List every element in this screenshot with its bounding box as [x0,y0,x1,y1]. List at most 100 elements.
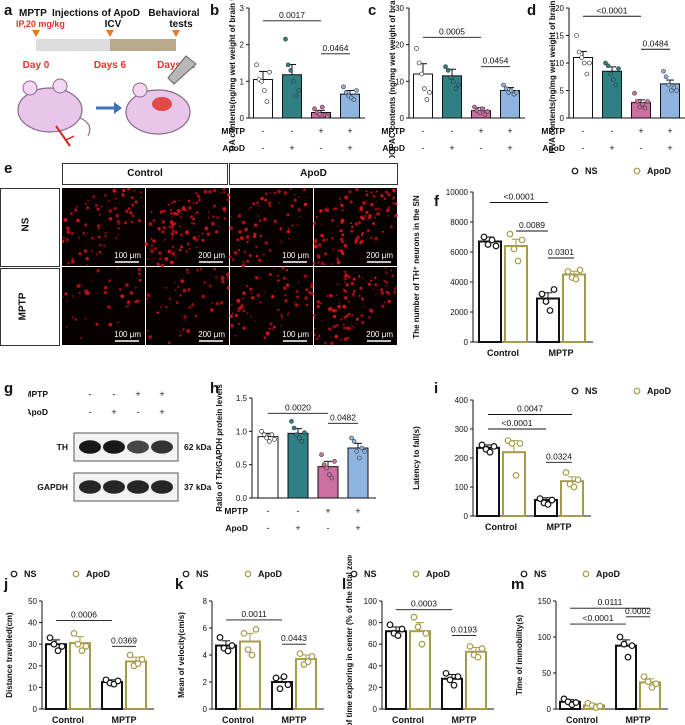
stained-neuron [125,283,129,287]
stained-neuron [259,234,263,238]
wb-treatment-sign: - [89,407,92,417]
data-point [240,629,248,637]
treatment-sign: + [347,143,352,153]
data-point [308,652,316,660]
stained-neuron [255,254,259,258]
data-point [514,90,519,95]
treatment-sign: - [297,506,300,516]
stained-neuron [385,267,387,269]
stained-neuron [342,254,344,256]
chart-th-gapdh-ratio: 0.0 0.5 1.0 1.5 Ratio of TH/GAPDH protein le… [215,384,376,533]
stained-neuron [65,238,69,242]
day6-arrow-icon [106,30,114,37]
group-label: MPTP [451,715,476,725]
data-point [482,112,488,117]
stained-neuron [303,274,308,279]
stained-neuron [114,197,117,200]
sig-bracket-1-label: 0.0006 [71,609,97,619]
stained-neuron [268,327,271,330]
stained-neuron [331,237,334,240]
y-tick-label: 1.5 [236,394,248,403]
stained-neuron [178,248,182,252]
stained-neuron [97,235,101,239]
stained-neuron [150,211,153,214]
stained-neuron [65,226,70,231]
wb-band-label: TH [57,442,68,452]
data-point [357,455,362,461]
stained-neuron [210,221,215,226]
stained-neuron [392,196,395,200]
stained-neuron [316,253,321,258]
y-tick-label: 0 [464,512,469,521]
stained-neuron [175,301,179,305]
stained-neuron [267,201,272,206]
stained-neuron [65,326,68,328]
stained-neuron [324,341,328,345]
stained-neuron [143,220,146,222]
stained-neuron [236,298,241,303]
stained-neuron [375,201,377,203]
stained-neuron [244,227,249,232]
stained-neuron [374,236,379,241]
data-point [632,90,637,96]
stained-neuron [243,251,246,254]
stained-neuron [268,249,272,252]
stained-neuron [105,232,107,234]
stained-neuron [170,226,174,229]
wb-band-label: GAPDH [37,482,68,492]
stained-neuron [245,235,250,239]
data-point [581,60,587,66]
stained-neuron [344,281,347,284]
stained-neuron [191,303,195,307]
data-point [284,681,292,689]
stained-neuron [271,295,275,299]
stained-neuron [351,292,355,296]
stained-neuron [182,288,187,293]
stained-neuron [252,202,256,206]
y-tick-label: 50 [542,669,551,678]
data-point [644,678,652,686]
data-point [642,105,648,111]
stained-neuron [283,191,288,196]
stained-neuron [184,230,189,235]
stained-neuron [210,308,214,312]
panel-label-f: f [434,193,439,210]
treatment-sign: - [451,126,454,136]
stained-neuron [237,248,241,252]
stained-neuron [357,220,362,225]
stained-neuron [374,208,378,211]
stained-neuron [159,257,162,261]
stained-neuron [384,301,386,304]
stained-neuron [343,326,346,330]
y-tick-label: 3 [240,4,245,13]
stained-neuron [375,190,378,193]
stained-neuron [152,219,156,223]
stained-neuron [219,301,224,305]
stained-neuron [332,308,336,313]
stained-neuron [332,314,337,319]
stained-neuron [322,238,326,242]
stained-neuron [264,192,268,196]
stained-neuron [360,215,364,220]
stained-neuron [76,218,80,223]
stained-neuron [180,212,183,215]
stained-neuron [228,255,232,258]
stained-neuron [238,229,242,234]
stained-neuron [220,276,225,280]
y-tick-label: 15 [555,32,564,41]
data-point [584,71,590,77]
stained-neuron [273,325,276,329]
stained-neuron [67,261,70,265]
stained-neuron [371,222,376,226]
data-point [542,298,550,305]
stained-neuron [85,202,87,205]
stained-neuron [320,233,324,238]
data-point [252,625,260,633]
data-point [70,629,78,637]
stained-neuron [332,324,337,329]
stained-neuron [174,231,178,235]
stained-neuron [354,238,359,242]
legend-label: ApoD [258,569,282,579]
stained-neuron [195,246,198,249]
data-point [572,699,580,706]
